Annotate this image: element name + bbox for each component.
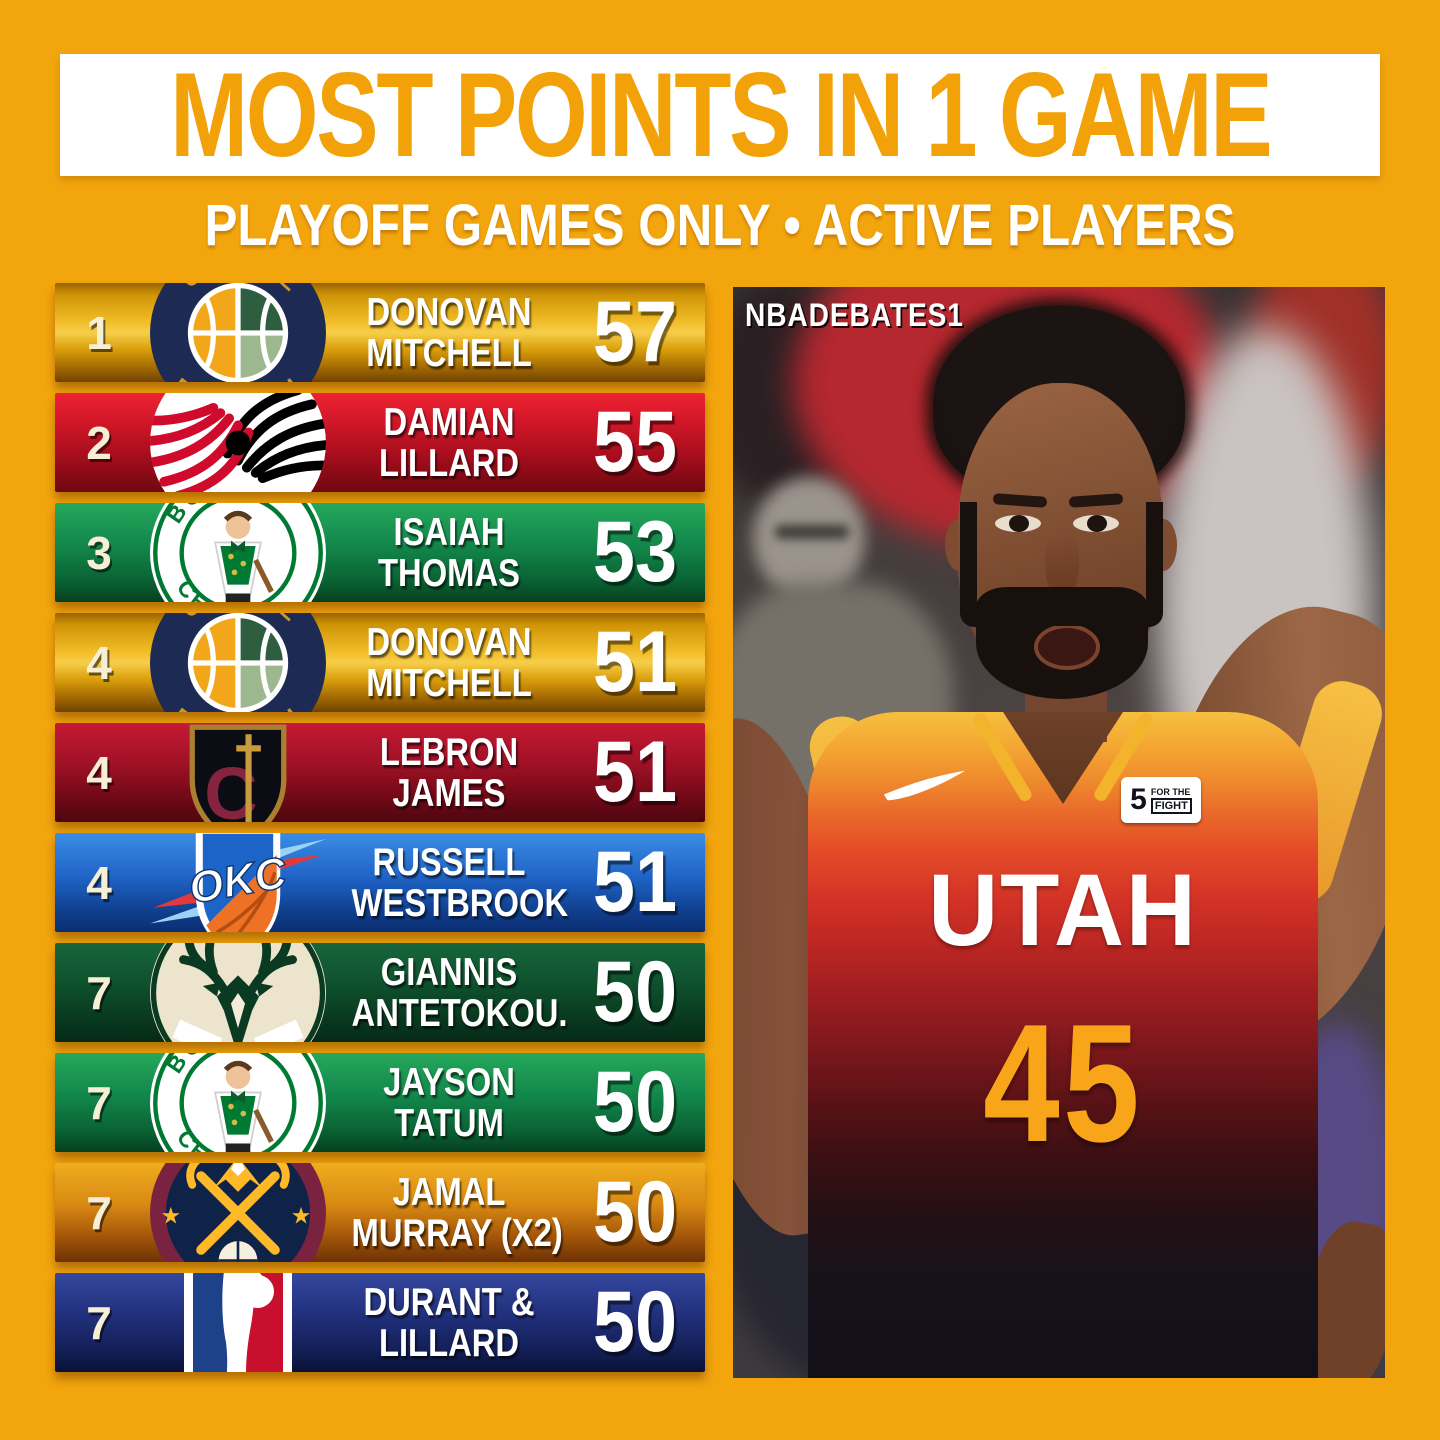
table-row: 1 U Z BA LL	[55, 283, 705, 382]
player-name-line2: WESTBROOK	[351, 881, 569, 925]
player-name-line2: ANTETOKOU.	[351, 991, 568, 1035]
bucks-logo-icon	[150, 943, 326, 1042]
table-row: 7 DURANT & LILLARD 50	[55, 1273, 705, 1372]
points-value: 50	[592, 1274, 678, 1370]
player-name-line1: JAMAL	[392, 1170, 506, 1214]
points-value: 53	[592, 504, 678, 600]
page-title: MOST POINTS IN 1 GAME	[169, 48, 1273, 182]
rank-label: 3	[86, 526, 112, 579]
player-name: DONOVAN MITCHELL	[352, 292, 547, 374]
five-for-the-fight-patch: 5 FOR THE FIGHT	[1121, 777, 1201, 823]
table-row: 4 OKC RUSSELL WESTBRO	[55, 833, 705, 932]
player-name-line1: DAMIAN	[383, 400, 515, 444]
table-row: 7 BOSTON CELTICS	[55, 1053, 705, 1152]
player-mouth	[1034, 624, 1100, 670]
svg-text:BA: BA	[168, 702, 210, 712]
rank-label: 4	[86, 636, 112, 689]
player-name-line2: MURRAY (X2)	[351, 1211, 563, 1255]
svg-text:BA: BA	[168, 372, 210, 382]
utah-jazz-logo-icon: U Z BA LL	[150, 283, 326, 382]
points-value: 50	[592, 1164, 678, 1260]
table-row: 4 CAVALIERS C LEBRON JAMES 51	[55, 723, 705, 822]
player-name-line1: DONOVAN	[366, 620, 532, 664]
rank-label: 7	[86, 1076, 112, 1129]
table-row: 2	[55, 393, 705, 492]
player-name-line1: DURANT &	[363, 1280, 535, 1324]
points-value: 57	[592, 284, 678, 380]
celtics-logo-icon: BOSTON CELTICS	[150, 503, 326, 602]
player-name-line2: MITCHELL	[366, 331, 532, 375]
utah-jazz-logo-icon: U Z BA LL	[150, 613, 326, 712]
rank-label: 7	[86, 966, 112, 1019]
player-name: ISAIAH THOMAS	[352, 512, 547, 594]
cavaliers-logo-icon: CAVALIERS C	[150, 723, 319, 822]
rank-label: 1	[86, 306, 112, 359]
points-value: 51	[592, 614, 678, 710]
player-photo: 5 FOR THE FIGHT UTAH 45 NBADEBATES1	[733, 287, 1385, 1378]
player-eye	[995, 515, 1041, 532]
rank-label: 4	[86, 856, 112, 909]
celtics-logo-icon: BOSTON CELTICS	[150, 1053, 326, 1152]
nike-swoosh-icon	[883, 770, 966, 801]
player-name-line2: JAMES	[392, 771, 506, 815]
player-name: DURANT & LILLARD	[352, 1282, 547, 1364]
table-row: 7 ★ ★	[55, 1163, 705, 1262]
nuggets-logo-icon: ★ ★	[150, 1163, 326, 1262]
player-name: RUSSELL WESTBROOK	[351, 840, 569, 925]
player-name-line2: THOMAS	[378, 551, 520, 595]
points-value: 55	[592, 394, 678, 490]
points-value: 50	[592, 1054, 678, 1150]
svg-text:U: U	[176, 283, 207, 293]
player-name: LEBRON JAMES	[352, 732, 547, 814]
rank-label: 4	[86, 746, 112, 799]
jersey-torso	[808, 712, 1318, 1378]
player-eye	[1073, 515, 1119, 532]
player-beard	[1146, 502, 1163, 627]
svg-text:U: U	[176, 613, 207, 623]
player-mustache	[1026, 609, 1098, 626]
ranking-list: 1 U Z BA LL	[55, 283, 705, 1372]
player-name-line2: TATUM	[394, 1101, 504, 1145]
player-name-line1: DONOVAN	[366, 290, 532, 334]
player-name: DONOVAN MITCHELL	[352, 622, 547, 704]
crowd-spectator-glasses	[775, 525, 849, 539]
player-beard	[960, 502, 977, 627]
points-value: 51	[592, 724, 678, 820]
rank-label: 7	[86, 1296, 112, 1349]
player-name: JAYSON TATUM	[352, 1062, 547, 1144]
thunder-logo-icon: OKC	[150, 833, 326, 932]
player-name-line1: GIANNIS	[380, 950, 518, 994]
table-row: 7	[55, 943, 705, 1042]
player-name-line1: JAYSON	[383, 1060, 515, 1104]
points-value: 50	[592, 944, 678, 1040]
points-value: 51	[592, 834, 678, 930]
table-row: 4 U Z BA LL	[55, 613, 705, 712]
player-name-line2: LILLARD	[378, 1321, 520, 1365]
player-name: GIANNIS ANTETOKOU.	[351, 950, 568, 1035]
jersey-number: 45	[983, 989, 1143, 1177]
jersey-team-text: UTAH	[928, 853, 1198, 967]
player-name-line1: ISAIAH	[393, 510, 505, 554]
player-name-line2: LILLARD	[378, 441, 520, 485]
player-name-line2: MITCHELL	[366, 661, 532, 705]
table-row: 3 BOSTON CELTICS	[55, 503, 705, 602]
svg-text:★: ★	[291, 1202, 312, 1228]
watermark-text: NBADEBATES1	[745, 297, 964, 333]
trail-blazers-logo-icon	[150, 393, 326, 492]
rank-label: 2	[86, 416, 112, 469]
svg-text:★: ★	[161, 1202, 182, 1228]
player-name-line1: LEBRON	[379, 730, 519, 774]
player-name: JAMAL MURRAY (X2)	[351, 1170, 563, 1255]
nba-logo-icon	[184, 1273, 292, 1372]
title-banner: MOST POINTS IN 1 GAME	[60, 48, 1380, 182]
player-name: DAMIAN LILLARD	[352, 402, 547, 484]
page-subtitle: PLAYOFF GAMES ONLY • ACTIVE PLAYERS	[204, 193, 1236, 258]
rank-label: 7	[86, 1186, 112, 1239]
player-name-line1: RUSSELL	[372, 840, 526, 884]
